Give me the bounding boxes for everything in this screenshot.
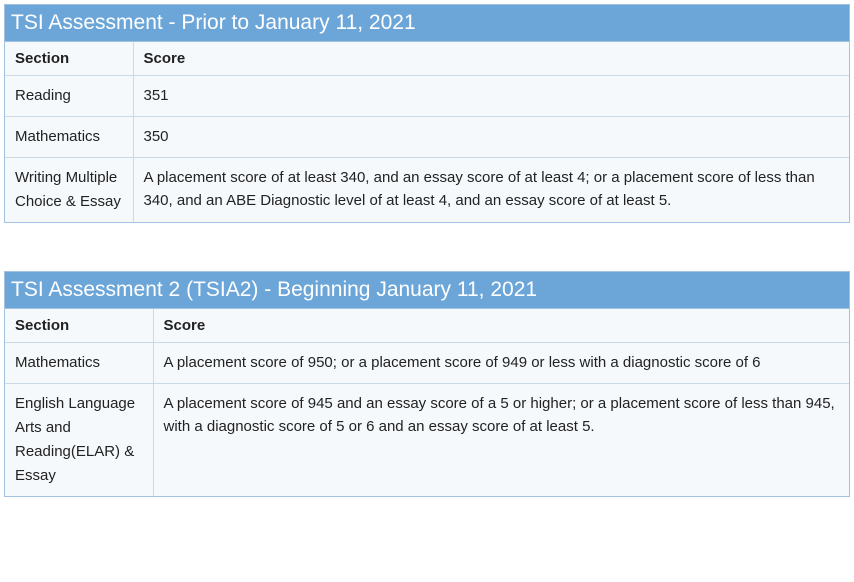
header-score: Score <box>153 309 849 343</box>
cell-section: Mathematics <box>5 343 153 384</box>
cell-section: Mathematics <box>5 117 133 158</box>
cell-score: A placement score of 950; or a placement… <box>153 343 849 384</box>
tsi-table-1: TSI Assessment - Prior to January 11, 20… <box>4 4 850 223</box>
cell-score: A placement score of 945 and an essay sc… <box>153 384 849 497</box>
table-title: TSI Assessment 2 (TSIA2) - Beginning Jan… <box>5 272 849 309</box>
table-row: Mathematics 350 <box>5 117 849 158</box>
cell-section: English Language Arts and Reading(ELAR) … <box>5 384 153 497</box>
table-row: Mathematics A placement score of 950; or… <box>5 343 849 384</box>
cell-score: 350 <box>133 117 849 158</box>
table-row: Writing Multiple Choice & Essay A placem… <box>5 158 849 223</box>
cell-section: Writing Multiple Choice & Essay <box>5 158 133 223</box>
cell-section: Reading <box>5 76 133 117</box>
table-header-row: Section Score <box>5 309 849 343</box>
header-section: Section <box>5 42 133 76</box>
score-table: Section Score Reading 351 Mathematics 35… <box>5 42 849 222</box>
cell-score: 351 <box>133 76 849 117</box>
table-row: Reading 351 <box>5 76 849 117</box>
table-title: TSI Assessment - Prior to January 11, 20… <box>5 5 849 42</box>
header-section: Section <box>5 309 153 343</box>
score-table: Section Score Mathematics A placement sc… <box>5 309 849 496</box>
table-header-row: Section Score <box>5 42 849 76</box>
table-row: English Language Arts and Reading(ELAR) … <box>5 384 849 497</box>
cell-score: A placement score of at least 340, and a… <box>133 158 849 223</box>
tsi-table-2: TSI Assessment 2 (TSIA2) - Beginning Jan… <box>4 271 850 497</box>
header-score: Score <box>133 42 849 76</box>
